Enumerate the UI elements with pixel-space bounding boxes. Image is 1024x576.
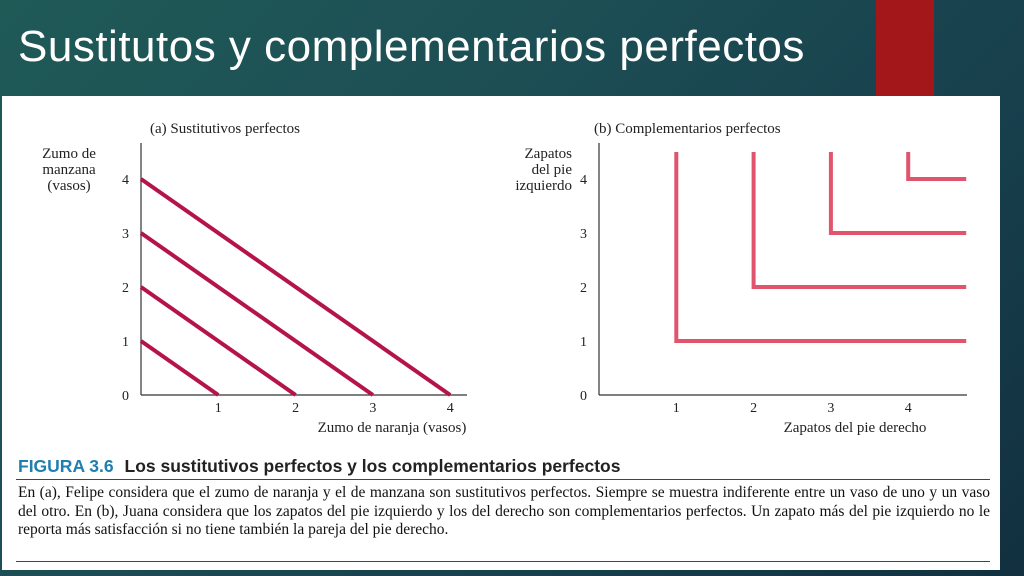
figure-charts: (a) Sustitutivos perfectos Zumo de manzana…	[42, 121, 967, 436]
figure-title: Los sustitutivos perfectos y los complem…	[124, 456, 621, 476]
chart-a-title: (a) Sustitutivos perfectos	[150, 121, 300, 137]
chart-b-y-tick-label: 4	[580, 173, 587, 188]
chart-b-y-label-line: Zapatos	[525, 146, 573, 162]
chart-b-y-tick-label: 2	[580, 281, 587, 296]
figure-number: FIGURA 3.6	[18, 456, 114, 476]
chart-b-x-tick-label: 2	[750, 401, 757, 416]
indifference-line-1	[139, 339, 220, 397]
chart-a-x-tick-label: 1	[215, 401, 222, 416]
chart-b-y-tick-label: 3	[580, 227, 587, 242]
chart-a-x-tick-label: 3	[369, 401, 376, 416]
chart-a-y-tick-label: 1	[122, 335, 129, 350]
l-shaped-curve-3	[828, 152, 967, 235]
figure-rule-top	[16, 479, 990, 480]
chart-b-x-tick-label: 4	[905, 401, 912, 416]
chart-a-y-tick-label: 2	[122, 281, 129, 296]
chart-a-x-tick-label: 4	[447, 401, 454, 416]
chart-a-y-label-line: manzana	[42, 162, 96, 178]
l-shaped-curve-1	[674, 152, 967, 343]
chart-a-y-label-line: Zumo de	[42, 146, 96, 162]
chart-b-x-tick-label: 1	[673, 401, 680, 416]
chart-a-y-tick-label: 3	[122, 227, 129, 242]
l-shaped-curve-4	[906, 152, 967, 181]
chart-b-title: (b) Complementarios perfectos	[594, 121, 781, 137]
figure-rule-bottom	[16, 561, 990, 562]
title-accent-bar	[876, 0, 934, 96]
figure-heading: FIGURA 3.6 Los sustitutivos perfectos y …	[18, 456, 988, 477]
chart-b-y-label-line: izquierdo	[515, 178, 572, 194]
chart-a-y-tick-label: 0	[122, 389, 129, 404]
chart-a-y-tick-label: 4	[122, 173, 129, 188]
chart-b-x-tick-label: 3	[827, 401, 834, 416]
chart-b-x-label: Zapatos del pie derecho	[784, 420, 927, 436]
chart-b-y-label: Zapatos del pie izquierdo	[515, 146, 572, 194]
chart-b-y-tick-label: 1	[580, 335, 587, 350]
chart-b-y-tick-label: 0	[580, 389, 587, 404]
slide-title: Sustitutos y complementarios perfectos	[18, 22, 805, 71]
indifference-line-2	[139, 285, 297, 397]
figure-caption: En (a), Felipe considera que el zumo de …	[18, 484, 990, 538]
chart-a-y-label-line: (vasos)	[47, 178, 90, 194]
chart-a-y-label: Zumo de manzana (vasos)	[42, 146, 96, 194]
indifference-line-4	[139, 177, 452, 397]
chart-b-y-label-line: del pie	[532, 162, 573, 178]
chart-a-x-label: Zumo de naranja (vasos)	[318, 420, 467, 436]
chart-a-x-tick-label: 2	[292, 401, 299, 416]
l-shaped-curve-2	[751, 152, 967, 289]
figure-panel: (a) Sustitutivos perfectos Zumo de manzana…	[2, 96, 1000, 570]
indifference-line-3	[139, 231, 375, 397]
